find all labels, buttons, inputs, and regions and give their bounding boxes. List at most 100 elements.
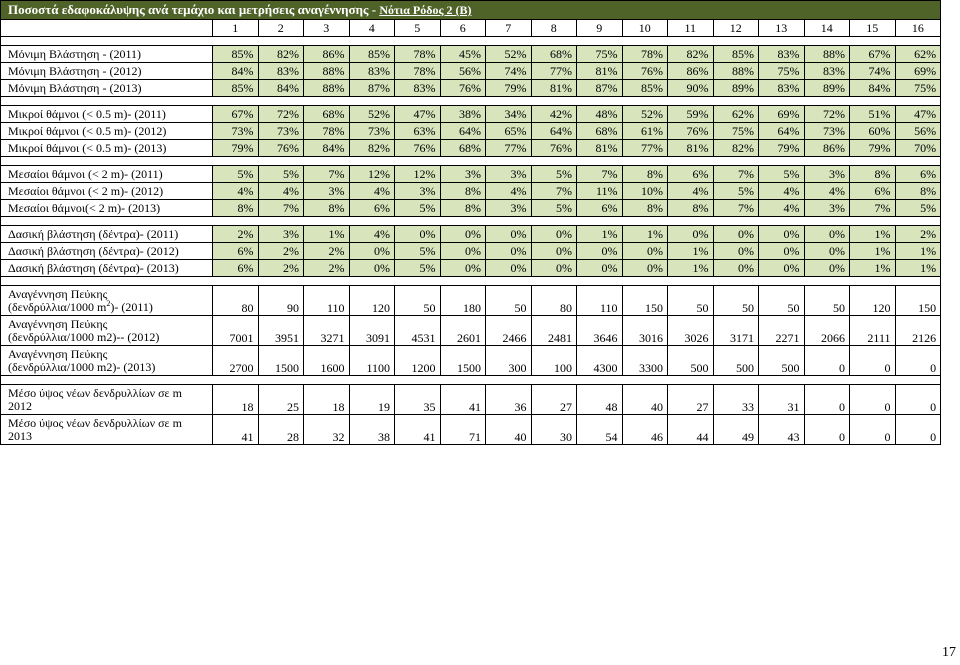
table-row: Μεσαίοι θάμνοι(< 2 m)- (2013) 8% 7% 8% 6% 5% 8… bbox=[0, 199, 942, 217]
table-title-row: Ποσοστά εδαφοκάλυψης ανά τεμάχιο και μετ… bbox=[0, 0, 942, 20]
table-cell: 31 bbox=[758, 384, 805, 415]
table-cell: 72% bbox=[803, 105, 850, 123]
table-cell: 34% bbox=[485, 105, 532, 123]
table-cell: 83% bbox=[394, 79, 441, 97]
table-cell: 73% bbox=[257, 122, 304, 140]
table-cell: 84% bbox=[212, 62, 259, 80]
table-cell: 2700 bbox=[212, 345, 259, 376]
table-cell: 7001 bbox=[212, 315, 259, 346]
table-cell: 1% bbox=[894, 242, 942, 260]
table-row: Μέσο ύψος νέων δενδρυλλίων σε m 2013 41 28 3… bbox=[0, 414, 942, 445]
table-cell: 6% bbox=[348, 199, 395, 217]
row-label: Μόνιμη Βλάστηση - (2012) bbox=[0, 62, 213, 80]
table-cell: 35 bbox=[394, 384, 441, 415]
table-cell: 8% bbox=[621, 165, 668, 183]
table-cell: 46 bbox=[621, 414, 668, 445]
table-cell: 49 bbox=[712, 414, 759, 445]
table-cell: 0% bbox=[621, 259, 668, 277]
table-row: Μικροί θάμνοι (< 0.5 m)- (2011) 67% 72% 68%… bbox=[0, 105, 942, 123]
table-cell: 52% bbox=[621, 105, 668, 123]
table-cell: 0% bbox=[803, 242, 850, 260]
table-cell: 48 bbox=[576, 384, 623, 415]
table-cell: 4% bbox=[803, 182, 850, 200]
table-cell: 83% bbox=[348, 62, 395, 80]
table-cell: 1200 bbox=[394, 345, 441, 376]
table-cell: 90% bbox=[667, 79, 714, 97]
table-row: Αναγέννηση Πεύκης (δενδρύλλια/1000 m2)- (… bbox=[0, 345, 942, 376]
table-cell: 1% bbox=[894, 259, 942, 277]
table-cell: 12% bbox=[348, 165, 395, 183]
table-cell: 77% bbox=[485, 139, 532, 157]
table-cell: 110 bbox=[303, 285, 350, 316]
row-label: Μέσο ύψος νέων δενδρυλλίων σε m 2012 bbox=[0, 384, 213, 415]
table-cell: 52% bbox=[348, 105, 395, 123]
table-cell: 0% bbox=[758, 225, 805, 243]
table-cell: 36 bbox=[485, 384, 532, 415]
table-cell: 86% bbox=[803, 139, 850, 157]
table-cell: 27 bbox=[667, 384, 714, 415]
table-cell: 2481 bbox=[530, 315, 577, 346]
table-cell: 1% bbox=[849, 242, 896, 260]
table-cell: 25 bbox=[257, 384, 304, 415]
table-cell: 0% bbox=[712, 242, 759, 260]
spacer-cell bbox=[0, 216, 942, 226]
table-cell: 51% bbox=[849, 105, 896, 123]
table-cell: 0% bbox=[530, 225, 577, 243]
table-cell: 78% bbox=[394, 62, 441, 80]
table-row: Μεσαίοι θάμνοι (< 2 m)- (2011) 5% 5% 7% 12% 1… bbox=[0, 165, 942, 183]
table-cell: 88% bbox=[303, 79, 350, 97]
table-cell: 1% bbox=[303, 225, 350, 243]
table-cell: 78% bbox=[394, 45, 441, 63]
table-cell: 75% bbox=[712, 122, 759, 140]
table-cell: 0 bbox=[894, 414, 942, 445]
table-cell: 88% bbox=[712, 62, 759, 80]
table-cell: 4% bbox=[348, 225, 395, 243]
table-cell: 59% bbox=[667, 105, 714, 123]
table-row: Αναγέννηση Πεύκης (δενδρύλλια/1000 m2)-- … bbox=[0, 315, 942, 346]
row-label-line: Μόνιμη Βλάστηση - (2011) bbox=[8, 46, 141, 61]
table-cell: 52% bbox=[485, 45, 532, 63]
table-cell: 8% bbox=[894, 182, 942, 200]
table-cell: 32 bbox=[303, 414, 350, 445]
column-header: 14 bbox=[803, 19, 850, 37]
table-cell: 5% bbox=[712, 182, 759, 200]
table-cell: 4300 bbox=[576, 345, 623, 376]
table-cell: 4% bbox=[758, 182, 805, 200]
table-cell: 76% bbox=[621, 62, 668, 80]
table-cell: 50 bbox=[758, 285, 805, 316]
column-header: 7 bbox=[485, 19, 532, 37]
table-cell: 7% bbox=[576, 165, 623, 183]
table-cell: 7% bbox=[257, 199, 304, 217]
table-cell: 0% bbox=[758, 242, 805, 260]
table-cell: 69% bbox=[894, 62, 942, 80]
table-cell: 85% bbox=[621, 79, 668, 97]
table-cell: 87% bbox=[576, 79, 623, 97]
table-row: Μόνιμη Βλάστηση - (2013) 85% 84% 88% 87% 83% 7… bbox=[0, 79, 942, 97]
table-cell: 62% bbox=[712, 105, 759, 123]
table-cell: 81% bbox=[530, 79, 577, 97]
row-label: Αναγέννηση Πεύκης (δενδρύλλια/1000 m2)- (… bbox=[0, 285, 213, 316]
table-cell: 2066 bbox=[803, 315, 850, 346]
table-cell: 79% bbox=[758, 139, 805, 157]
table-cell: 86% bbox=[303, 45, 350, 63]
table-cell: 78% bbox=[621, 45, 668, 63]
table-cell: 2% bbox=[257, 259, 304, 277]
table-cell: 68% bbox=[439, 139, 486, 157]
spacer-row bbox=[0, 375, 942, 385]
row-label: Δασική βλάστηση (δέντρα)- (2011) bbox=[0, 225, 213, 243]
table-cell: 27 bbox=[530, 384, 577, 415]
table-cell: 64% bbox=[530, 122, 577, 140]
table-cell: 41 bbox=[394, 414, 441, 445]
table-cell: 3300 bbox=[621, 345, 668, 376]
row-label: Δασική βλάστηση (δέντρα)- (2012) bbox=[0, 242, 213, 260]
table-cell: 50 bbox=[803, 285, 850, 316]
table-cell: 82% bbox=[257, 45, 304, 63]
table-cell: 68% bbox=[303, 105, 350, 123]
table-cell: 19 bbox=[348, 384, 395, 415]
table-cell: 86% bbox=[667, 62, 714, 80]
table-cell: 7% bbox=[712, 199, 759, 217]
title-text: Ποσοστά εδαφοκάλυψης ανά τεμάχιο και μετ… bbox=[8, 2, 380, 17]
table-cell: 67% bbox=[212, 105, 259, 123]
table-cell: 84% bbox=[303, 139, 350, 157]
table-cell: 72% bbox=[257, 105, 304, 123]
